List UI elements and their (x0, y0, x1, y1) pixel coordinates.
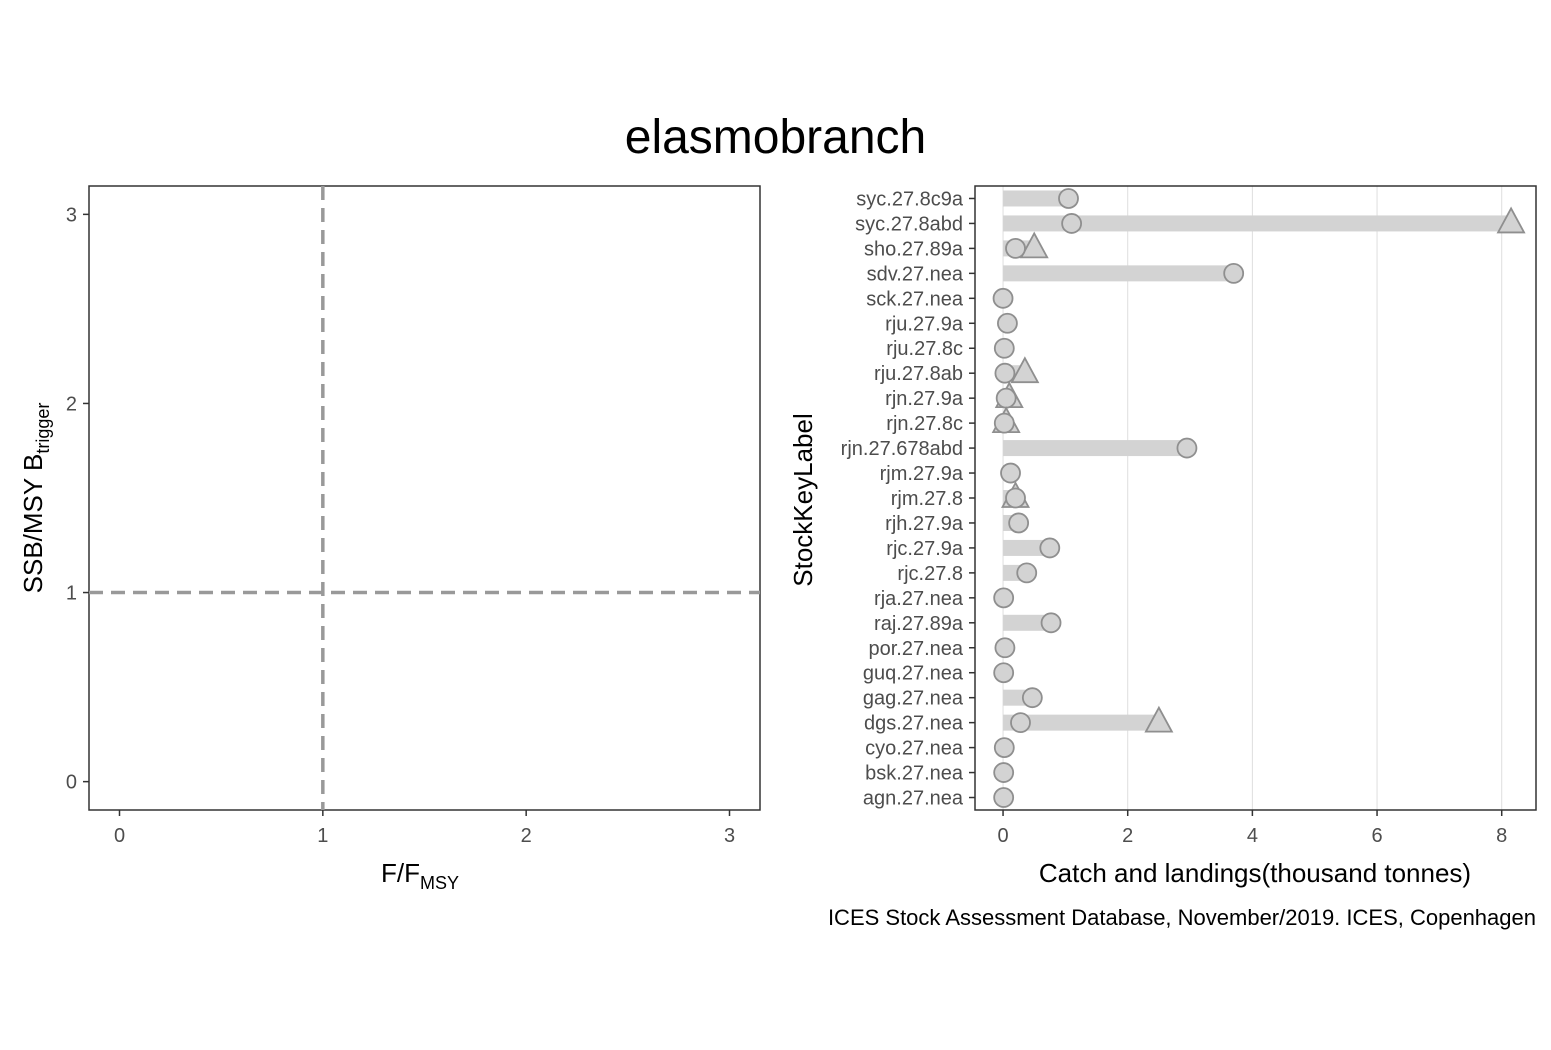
circle-point (995, 387, 1017, 409)
right-panel: 0 2 4 6 8 syc.27.8c9a syc.27.8abd sho.27.89a sd… (788, 185, 1537, 888)
catch-bar (1003, 265, 1234, 282)
circle-point (993, 587, 1015, 609)
left-x-axis-title-sub: MSY (420, 873, 459, 893)
circle-point (1021, 687, 1043, 709)
left-x-tick-label: 1 (317, 825, 328, 847)
right-x-tick-label: 6 (1371, 825, 1382, 847)
stock-label: syc.27.8c9a (856, 188, 964, 210)
right-x-tick-label: 4 (1247, 825, 1258, 847)
circle-point (993, 787, 1015, 808)
circle-point (1176, 437, 1198, 459)
circle-point (994, 637, 1016, 659)
circle-point (997, 312, 1018, 334)
right-x-ticks: 0 2 4 6 8 (997, 810, 1507, 847)
stock-label: rju.27.8c (886, 338, 963, 360)
circle-point (1058, 188, 1079, 209)
circle-point (993, 662, 1015, 684)
catch-bar (1003, 440, 1187, 457)
stock-label: agn.27.nea (863, 788, 964, 810)
circle-point (1039, 537, 1061, 559)
left-y-axis-title-main: SSB/MSY B (18, 454, 48, 594)
triangle-point (1019, 231, 1049, 259)
left-x-tick-label: 2 (521, 825, 532, 847)
right-y-ticks: syc.27.8c9a syc.27.8abd sho.27.89a sdv.27.n… (841, 188, 975, 810)
circle-point (1000, 462, 1021, 484)
left-x-tick-label: 3 (724, 825, 735, 847)
triangle-point (1144, 705, 1174, 733)
right-panel-bg (975, 186, 1536, 810)
catch-bar (1003, 190, 1069, 207)
left-y-tick-label: 2 (66, 393, 77, 415)
circle-point (1005, 237, 1026, 259)
left-y-tick-label: 0 (66, 772, 77, 794)
right-x-tick-label: 2 (1122, 825, 1133, 847)
reference-lines (89, 186, 760, 810)
circle-point (993, 412, 1015, 434)
stock-label: rjh.27.9a (885, 513, 964, 535)
left-x-ticks: 0 1 2 3 (114, 810, 735, 847)
circle-point (1040, 612, 1062, 634)
left-x-axis-title-main: F/F (381, 858, 420, 888)
stock-label: por.27.nea (868, 638, 963, 660)
chart-title: elasmobranch (624, 111, 927, 164)
stock-label: sdv.27.nea (867, 263, 964, 285)
left-y-axis-title: SSB/MSY Btrigger (18, 403, 53, 594)
left-x-tick-label: 0 (114, 825, 125, 847)
circle-point (1223, 262, 1245, 284)
source-caption: ICES Stock Assessment Database, November… (827, 905, 1536, 930)
circle-point (993, 737, 1015, 758)
stock-label: syc.27.8abd (855, 213, 963, 235)
stock-label: rjn.27.8c (886, 413, 963, 435)
circle-point (993, 337, 1015, 359)
circle-point (993, 762, 1015, 783)
left-panel: 0 1 2 3 0 1 2 3 F/FMSY SSB/MSY Btrigger (18, 185, 761, 893)
stock-label: rjm.27.8 (891, 488, 963, 510)
stock-label: rja.27.nea (874, 588, 964, 610)
stock-label: rjc.27.8 (897, 563, 963, 585)
triangle-point (1010, 356, 1040, 384)
left-y-tick-label: 1 (66, 583, 77, 605)
stock-label: bsk.27.nea (865, 763, 964, 785)
catch-bar (1003, 614, 1052, 631)
stock-label: sho.27.89a (864, 238, 964, 260)
stock-label: dgs.27.nea (864, 713, 964, 735)
stock-label: rju.27.9a (885, 313, 964, 335)
catch-bar (1003, 539, 1050, 556)
circle-point (994, 362, 1016, 384)
right-y-axis-title: StockKeyLabel (788, 413, 818, 586)
right-x-tick-label: 0 (997, 825, 1008, 847)
stock-label: rjn.27.9a (885, 388, 964, 410)
left-y-tick-label: 3 (66, 204, 77, 226)
stock-label: gag.27.nea (863, 688, 964, 710)
stock-label: sck.27.nea (866, 288, 964, 310)
stock-label: guq.27.nea (863, 663, 964, 685)
left-x-axis-title: F/FMSY (381, 858, 459, 893)
stock-label: rjc.27.9a (886, 538, 964, 560)
stock-label: rjm.27.9a (880, 463, 964, 485)
left-y-axis-title-sub: trigger (33, 403, 53, 454)
circle-point (992, 287, 1014, 309)
circle-point (1005, 487, 1026, 509)
right-x-tick-label: 8 (1496, 825, 1507, 847)
circle-point (1010, 712, 1031, 734)
circle-point (1016, 562, 1038, 584)
stock-label: rjn.27.678abd (841, 438, 963, 460)
circle-point (1008, 512, 1030, 534)
stock-label: rju.27.8ab (874, 363, 963, 385)
right-points (991, 188, 1526, 808)
circle-point (1061, 213, 1083, 234)
left-y-ticks: 0 1 2 3 (66, 204, 89, 794)
triangle-point (1496, 206, 1526, 234)
stock-label: cyo.27.nea (865, 738, 964, 760)
catch-bar (1003, 714, 1159, 731)
catch-bar (1003, 215, 1512, 232)
left-panel-border (88, 185, 761, 811)
stock-label: raj.27.89a (874, 613, 964, 635)
right-x-axis-title: Catch and landings(thousand tonnes) (1039, 858, 1471, 888)
